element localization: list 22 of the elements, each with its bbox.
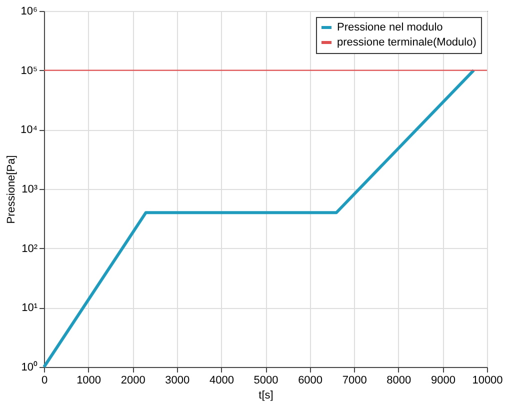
x-tick-label: 8000 bbox=[386, 374, 412, 386]
legend-label: pressione terminale(Modulo) bbox=[337, 36, 476, 48]
x-tick-label: 5000 bbox=[254, 374, 278, 386]
y-tick-label: 10² bbox=[22, 242, 38, 255]
y-tick-label: 10⁴ bbox=[20, 124, 38, 136]
x-tick-label: 2000 bbox=[120, 374, 146, 386]
y-tick-label: 10¹ bbox=[22, 302, 38, 314]
x-tick-label: 4000 bbox=[209, 374, 234, 386]
y-tick-label: 10⁵ bbox=[20, 64, 38, 77]
y-tick-label: 10⁰ bbox=[21, 360, 38, 374]
y-tick-label: 10⁶ bbox=[20, 6, 38, 18]
legend-label: Pressione nel modulo bbox=[337, 22, 443, 34]
x-tick-label: 0 bbox=[41, 374, 48, 386]
y-tick-label: 10³ bbox=[22, 184, 38, 196]
x-tick-label: 3000 bbox=[165, 374, 190, 386]
x-tick-label: 6000 bbox=[298, 374, 323, 386]
x-axis-title: t[s] bbox=[258, 390, 274, 402]
x-tick-label: 7000 bbox=[342, 374, 367, 386]
x-tick-label: 1000 bbox=[76, 374, 102, 386]
x-tick-label: 9000 bbox=[430, 374, 456, 386]
y-axis-title: Pressione[Pa] bbox=[6, 155, 18, 224]
x-tick-label: 10000 bbox=[472, 374, 503, 386]
